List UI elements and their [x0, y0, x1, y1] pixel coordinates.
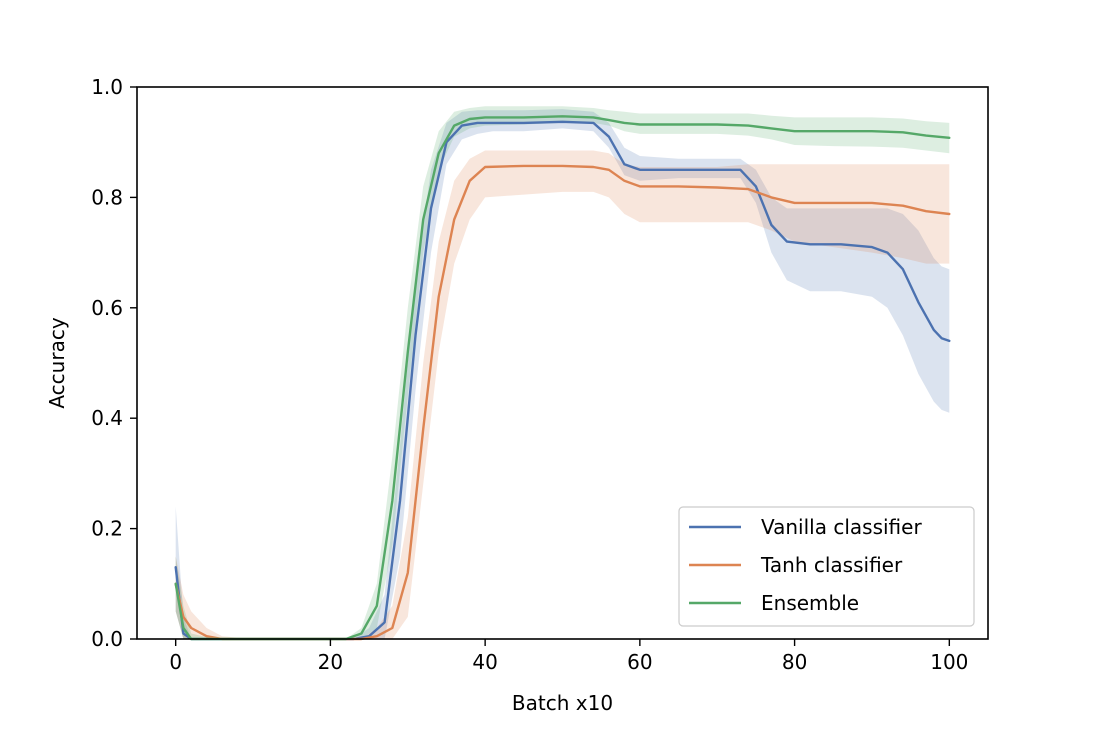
y-tick-label: 0.6: [91, 296, 123, 320]
band-tanh-classifier: [175, 150, 950, 639]
y-tick-label: 0.4: [91, 406, 123, 430]
y-axis-ticks: 0.0 0.2 0.4 0.6 0.8 1.0: [91, 75, 137, 651]
legend-box: [678, 506, 975, 627]
x-tick-label: 0: [169, 650, 182, 674]
plot-frame: [136, 86, 989, 640]
x-tick-label: 60: [627, 650, 652, 674]
x-axis-ticks: 0 20 40 60 80 100: [169, 639, 968, 674]
legend-label-ensemble: Ensemble: [761, 591, 859, 615]
x-axis-label: Batch x10: [512, 691, 613, 715]
x-tick-label: 20: [318, 650, 343, 674]
y-tick-label: 0.0: [91, 627, 123, 651]
legend-label-vanilla-classifier: Vanilla classifier: [761, 515, 922, 539]
legend: Vanilla classifier Tanh classifier Ensembl…: [678, 506, 975, 627]
y-tick-label: 0.2: [91, 517, 123, 541]
legend-label-tanh-classifier: Tanh classifier: [760, 553, 903, 577]
x-tick-label: 80: [782, 650, 807, 674]
x-tick-label: 40: [472, 650, 497, 674]
y-tick-label: 1.0: [91, 75, 123, 99]
y-axis-label: Accuracy: [45, 317, 69, 408]
confidence-bands: [175, 106, 950, 640]
x-tick-label: 100: [930, 650, 968, 674]
y-tick-label: 0.8: [91, 185, 123, 209]
